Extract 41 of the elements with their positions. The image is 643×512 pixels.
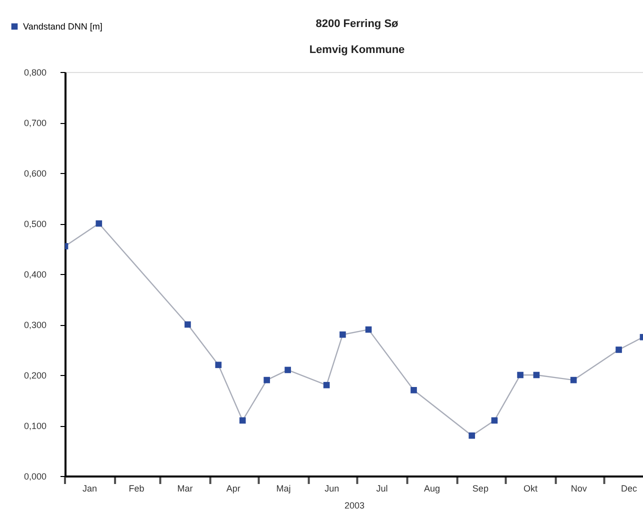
x-tick-label: Feb: [128, 484, 144, 494]
chart-title: 8200 Ferring Sø: [316, 18, 399, 30]
legend-label: Vandstand DNN [m]: [23, 22, 102, 32]
point: [517, 372, 524, 378]
point: [284, 366, 291, 374]
y-tick-label: 0,700: [24, 118, 46, 128]
x-tick-label: Mar: [177, 484, 193, 494]
x-tick-label: Jun: [324, 484, 340, 494]
point: [570, 376, 577, 384]
y-tick-label: 0,800: [24, 68, 46, 78]
point: [323, 382, 330, 388]
x-tick-label: Aug: [424, 484, 440, 494]
x-tick-label: Maj: [276, 484, 291, 494]
point: [239, 417, 246, 424]
x-tick-label: Sep: [472, 484, 488, 494]
chart-subtitle: Lemvig Kommune: [309, 44, 405, 56]
y-tick-label: 0,300: [24, 320, 46, 330]
x-axis-title: 2003: [344, 500, 365, 510]
y-tick-label: 0,000: [24, 472, 46, 482]
point: [533, 372, 540, 378]
point: [616, 346, 622, 353]
y-tick-label: 0,100: [24, 421, 46, 431]
y-tick-label: 0,400: [24, 270, 46, 280]
y-tick-label: 0,200: [24, 370, 46, 380]
point: [340, 331, 346, 338]
x-tick-label: Jul: [376, 484, 388, 494]
x-tick-label: Apr: [226, 484, 240, 494]
y-tick-label: 0,500: [24, 219, 46, 229]
x-tick-label: Nov: [570, 484, 588, 494]
point: [96, 220, 102, 227]
point: [184, 321, 191, 328]
y-tick-label: 0,600: [24, 168, 46, 178]
point: [264, 376, 270, 384]
x-tick-label: Okt: [523, 484, 538, 494]
point: [491, 417, 498, 424]
x-tick-label: Jan: [82, 484, 97, 494]
point: [468, 432, 476, 439]
point: [410, 386, 417, 394]
x-tick-label: Dec: [620, 484, 638, 494]
point: [215, 362, 222, 368]
point: [365, 326, 372, 333]
